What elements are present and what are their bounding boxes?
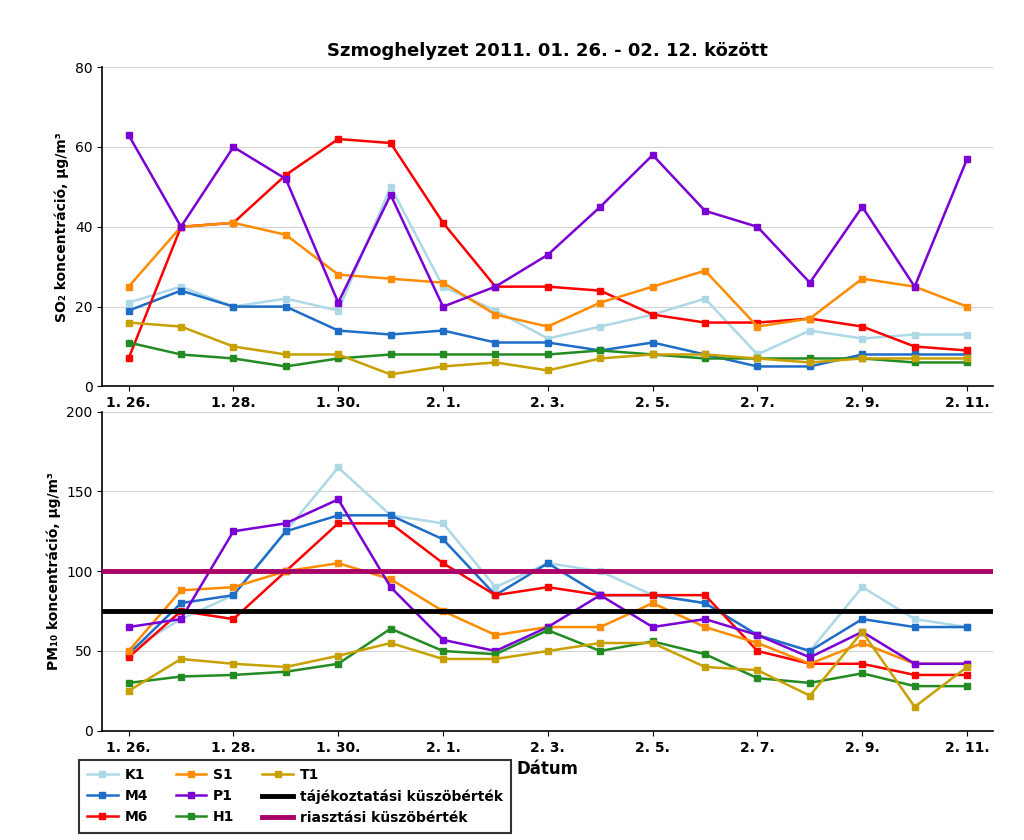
Legend: K1, M4, M6, S1, P1, H1, T1, tájékoztatási küszöbérték, riasztási küszöbérték: K1, M4, M6, S1, P1, H1, T1, tájékoztatás… — [79, 760, 511, 833]
X-axis label: Dátum: Dátum — [517, 760, 579, 778]
Title: Szmoghelyzet 2011. 01. 26. - 02. 12. között: Szmoghelyzet 2011. 01. 26. - 02. 12. köz… — [328, 42, 768, 60]
Y-axis label: PM₁₀ koncentráció, μg/m³: PM₁₀ koncentráció, μg/m³ — [46, 472, 60, 670]
Y-axis label: SO₂ koncentráció, μg/m³: SO₂ koncentráció, μg/m³ — [55, 132, 70, 322]
